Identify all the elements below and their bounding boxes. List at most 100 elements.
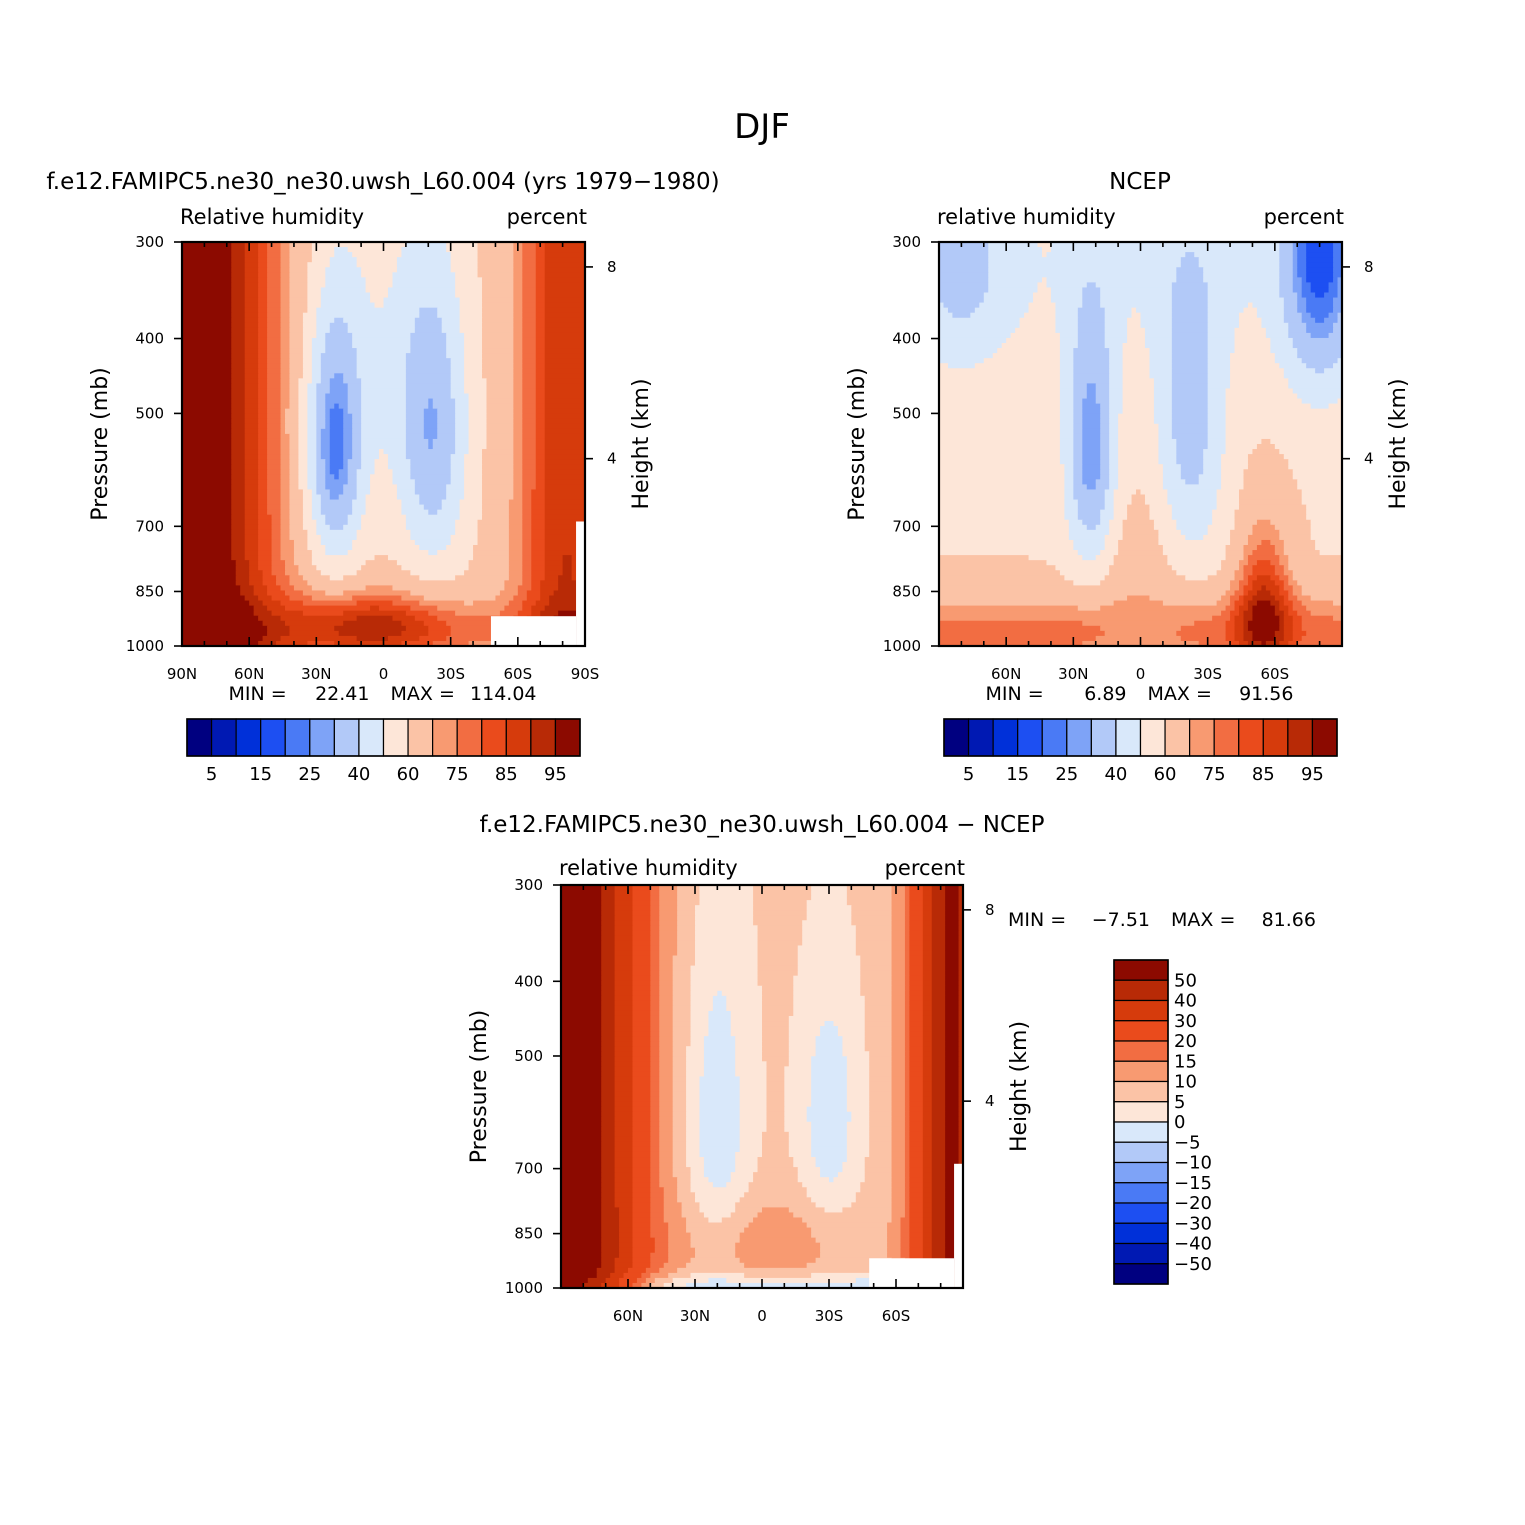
contour-cell: [482, 332, 514, 339]
contour-cell: [231, 262, 246, 268]
contour-cell: [632, 1015, 651, 1022]
contour-cell: [628, 1267, 647, 1274]
contour-cell: [659, 900, 678, 906]
contour-cell: [392, 474, 411, 480]
contour-cell: [1167, 560, 1222, 566]
contour-cell: [695, 910, 754, 916]
contour-cell: [1046, 282, 1088, 289]
contour-cell: [307, 282, 326, 289]
contour-cell: [392, 469, 411, 475]
contour-cell: [450, 252, 479, 258]
contour-cell: [1243, 550, 1254, 556]
contour-cell: [405, 418, 425, 425]
contour-cell: [464, 383, 488, 390]
contour-cell: [686, 1116, 701, 1123]
contour-cell: [561, 1041, 602, 1047]
contour-cell: [1301, 282, 1312, 289]
x-tick-label: 30S: [815, 1307, 844, 1325]
contour-cell: [820, 1167, 843, 1173]
contour-cell: [1243, 575, 1249, 581]
contour-cell: [650, 1146, 660, 1153]
contour-cell: [311, 560, 367, 566]
contour-cell: [739, 1136, 763, 1143]
contour-cell: [686, 1076, 701, 1083]
contour-cell: [508, 550, 523, 556]
contour-cell: [508, 519, 523, 526]
contour-cell: [352, 337, 411, 344]
contour-cell: [900, 1227, 910, 1234]
contour-cell: [347, 479, 358, 485]
contour-cell: [958, 1131, 963, 1138]
contour-cell: [939, 580, 1074, 586]
contour-cell: [1207, 348, 1236, 354]
contour-cell: [1073, 580, 1101, 586]
contour-cell: [958, 900, 963, 906]
contour-cell: [182, 610, 255, 617]
contour-cell: [258, 615, 282, 622]
contour-cell: [289, 252, 313, 258]
contour-cell: [970, 312, 1025, 319]
contour-cell: [1292, 257, 1298, 263]
contour-cell: [280, 267, 291, 273]
contour-cell: [945, 1212, 960, 1219]
contour-cell: [1077, 322, 1106, 329]
contour-cell: [1100, 580, 1231, 586]
contour-cell: [762, 1151, 790, 1158]
contour-cell: [610, 1272, 625, 1279]
contour-cell: [632, 895, 651, 901]
contour-cell: [931, 905, 946, 911]
contour-cell: [316, 428, 322, 435]
contour-cell: [329, 489, 344, 496]
contour-cell: [757, 980, 794, 987]
contour-cell: [1301, 489, 1342, 496]
contour-cell: [672, 1081, 687, 1088]
contour-cell: [522, 489, 532, 496]
contour-cell: [690, 975, 759, 982]
contour-cell: [446, 545, 474, 551]
contour-cell: [513, 423, 523, 430]
contour-cell: [1104, 317, 1128, 324]
contour-cell: [1283, 545, 1316, 551]
contour-cell: [482, 337, 514, 344]
contour-cell: [784, 1111, 808, 1118]
contour-cell: [544, 398, 585, 405]
contour-cell: [1037, 287, 1052, 294]
contour-cell: [1203, 267, 1280, 273]
contour-cell: [1171, 343, 1209, 349]
contour-cell: [320, 438, 331, 445]
contour-cell: [1077, 343, 1106, 349]
contour-cell: [650, 945, 660, 952]
contour-cell: [1207, 353, 1231, 359]
contour-cell: [1158, 433, 1173, 440]
contour-cell: [258, 479, 268, 485]
contour-cell: [931, 1242, 946, 1249]
contour-cell: [325, 403, 335, 410]
contour-cell: [302, 348, 313, 354]
contour-cell: [931, 1076, 946, 1083]
contour-cell: [735, 1252, 821, 1259]
contour-cell: [958, 895, 963, 901]
contour-cell: [522, 524, 532, 531]
panel-title: f.e12.FAMIPC5.ne30_ne30.uwsh_L60.004 (yr…: [46, 169, 719, 195]
contour-cell: [672, 1071, 687, 1078]
contour-cell: [811, 1232, 888, 1239]
contour-cell: [455, 403, 470, 410]
contour-cell: [1216, 494, 1240, 501]
contour-cell: [632, 1257, 651, 1264]
contour-cell: [182, 438, 232, 445]
contour-cell: [464, 474, 483, 480]
contour-cell: [182, 403, 232, 410]
contour-cell: [672, 1106, 687, 1113]
contour-cell: [784, 1086, 812, 1093]
colorbar-label: −30: [1174, 1213, 1212, 1234]
contour-cell: [298, 459, 308, 465]
contour-cell: [1122, 519, 1155, 526]
contour-cell: [374, 464, 389, 470]
contour-cell: [468, 640, 492, 646]
contour-cell: [508, 545, 523, 551]
contour-cell: [695, 955, 759, 962]
contour-cell: [307, 469, 317, 475]
contour-cell: [1086, 393, 1097, 400]
contour-cell: [909, 990, 924, 997]
contour-cell: [267, 257, 282, 263]
